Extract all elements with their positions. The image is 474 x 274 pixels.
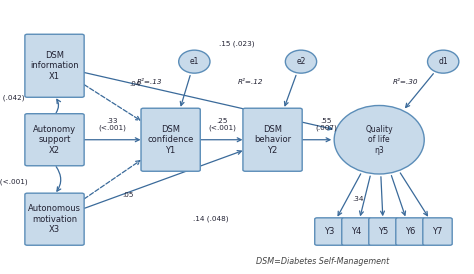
Text: e1: e1 bbox=[190, 57, 199, 66]
Text: Y3: Y3 bbox=[324, 227, 335, 236]
Text: .14 (.048): .14 (.048) bbox=[193, 216, 228, 222]
Text: Y4: Y4 bbox=[351, 227, 362, 236]
Text: DSM
information
X1: DSM information X1 bbox=[30, 51, 79, 81]
Ellipse shape bbox=[179, 50, 210, 73]
Text: DSM
confidence
Y1: DSM confidence Y1 bbox=[147, 125, 194, 155]
Text: Autonomous
motivation
X3: Autonomous motivation X3 bbox=[28, 204, 81, 234]
FancyBboxPatch shape bbox=[369, 218, 398, 245]
FancyBboxPatch shape bbox=[342, 218, 371, 245]
Text: R²=.30: R²=.30 bbox=[392, 79, 418, 85]
Text: .33
(<.001): .33 (<.001) bbox=[99, 118, 126, 131]
FancyBboxPatch shape bbox=[25, 193, 84, 245]
Text: .12 (.042): .12 (.042) bbox=[0, 94, 25, 101]
FancyBboxPatch shape bbox=[243, 108, 302, 171]
Text: Autonomy
support
X2: Autonomy support X2 bbox=[33, 125, 76, 155]
Text: DSM
behavior
Y2: DSM behavior Y2 bbox=[254, 125, 291, 155]
FancyBboxPatch shape bbox=[25, 114, 84, 166]
Text: Y6: Y6 bbox=[405, 227, 416, 236]
Text: .04: .04 bbox=[129, 81, 141, 87]
Text: Y7: Y7 bbox=[432, 227, 443, 236]
Text: Y5: Y5 bbox=[378, 227, 389, 236]
Text: .05: .05 bbox=[122, 192, 134, 198]
FancyBboxPatch shape bbox=[25, 34, 84, 97]
Text: d1: d1 bbox=[438, 57, 448, 66]
Text: .60 (<.001): .60 (<.001) bbox=[0, 179, 28, 185]
Text: R²=.13: R²=.13 bbox=[137, 79, 162, 85]
Text: R²=.12: R²=.12 bbox=[237, 79, 263, 85]
FancyBboxPatch shape bbox=[396, 218, 425, 245]
Ellipse shape bbox=[334, 105, 424, 174]
FancyBboxPatch shape bbox=[423, 218, 452, 245]
Text: .55
(.007): .55 (.007) bbox=[315, 118, 337, 131]
Text: .34: .34 bbox=[352, 196, 364, 202]
FancyBboxPatch shape bbox=[141, 108, 200, 171]
Text: .25
(<.001): .25 (<.001) bbox=[208, 118, 236, 131]
Text: e2: e2 bbox=[296, 57, 306, 66]
Text: .15 (.023): .15 (.023) bbox=[219, 41, 255, 47]
FancyBboxPatch shape bbox=[315, 218, 344, 245]
Text: DSM=Diabetes Self-Management: DSM=Diabetes Self-Management bbox=[255, 257, 389, 266]
Ellipse shape bbox=[285, 50, 317, 73]
Text: Quality
of life
η3: Quality of life η3 bbox=[365, 125, 393, 155]
Ellipse shape bbox=[428, 50, 459, 73]
